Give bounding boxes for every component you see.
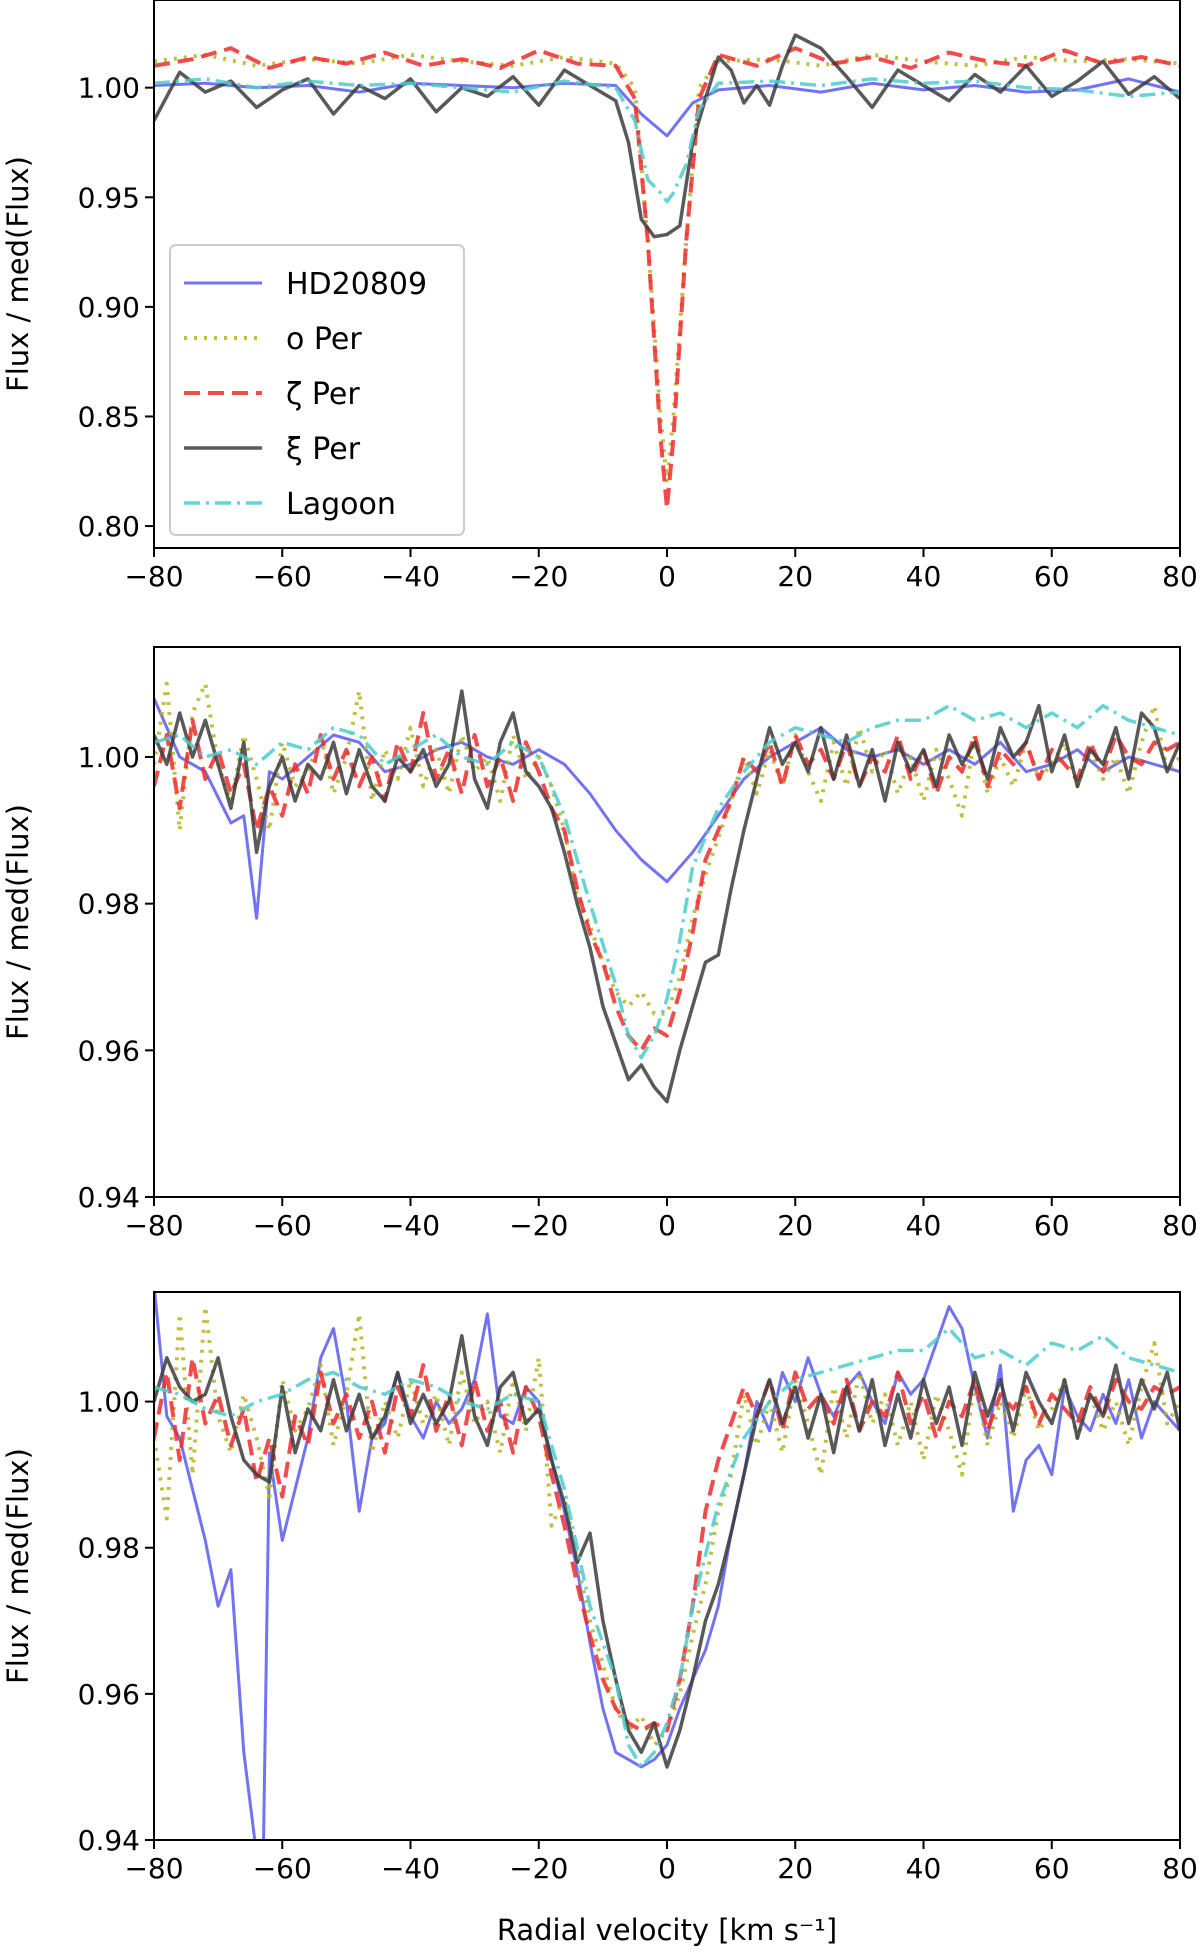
y-tick-label: 1.00: [78, 72, 140, 105]
series-line-lagoon: [154, 77, 1180, 204]
x-tick-label: −60: [253, 1209, 312, 1242]
y-tick-label: 0.95: [78, 181, 140, 214]
series-line-ξ-per: [154, 33, 1180, 239]
legend-label: Lagoon: [286, 487, 396, 522]
x-tick-label: 80: [1162, 1209, 1198, 1242]
y-tick-label: 0.90: [78, 291, 140, 324]
x-tick-label: 60: [1034, 1852, 1070, 1885]
y-axis-label: Flux / med(Flux): [1, 156, 35, 392]
y-tick-label: 1.00: [78, 741, 140, 774]
legend: HD20809 o Per ζ Per ξ Per Lagoon: [169, 244, 465, 536]
y-axis-label: Flux / med(Flux): [1, 804, 35, 1040]
series-line-ζ-per: [154, 46, 1180, 511]
x-tick-label: 20: [777, 1209, 813, 1242]
panel-1: −80 −60 −40 −20 0 20 40 60 80 0.80 0.85 0.90 0.95 1.0…: [1, 0, 1198, 593]
panel-2: −80 −60 −40 −20 0 20 40 60 80 0.94 0.96 0.98 1.00 Flu…: [1, 646, 1198, 1242]
x-tick-label: 80: [1162, 560, 1198, 593]
y-axis-label: Flux / med(Flux): [1, 1448, 35, 1684]
legend-label: ξ Per: [286, 432, 361, 467]
plot-frame: [153, 646, 1181, 1198]
legend-frame: [169, 244, 465, 536]
x-tick-label: 0: [658, 1852, 676, 1885]
series-line-ζ-per: [154, 711, 1180, 1053]
x-tick-label: −80: [124, 1209, 183, 1242]
x-tick-label: 60: [1034, 1209, 1070, 1242]
y-tick-label: 1.00: [78, 1386, 140, 1419]
y-tick-label: 0.85: [78, 400, 140, 433]
series-line-hd20809: [154, 697, 1180, 920]
series-line-lagoon: [154, 703, 1180, 1060]
y-tick-label: 0.94: [78, 1181, 140, 1214]
series-line-ζ-per: [154, 1355, 1180, 1733]
x-tick-label: 80: [1162, 1852, 1198, 1885]
x-tick-label: −40: [381, 1209, 440, 1242]
legend-label: HD20809: [286, 267, 427, 302]
x-tick-label: 40: [906, 1852, 942, 1885]
y-tick-label: 0.80: [78, 510, 140, 543]
series-group: [154, 1292, 1180, 1840]
series-group: [154, 681, 1180, 1104]
x-tick-label: −60: [253, 1852, 312, 1885]
y-tick-label: 0.98: [78, 888, 140, 921]
x-axis-label: Radial velocity [km s⁻¹]: [497, 1913, 837, 1947]
x-tick-label: 20: [777, 560, 813, 593]
x-tick-label: 60: [1034, 560, 1070, 593]
series-line-o-per: [154, 681, 1180, 1016]
series-line-hd20809: [154, 1292, 1180, 1840]
x-tick-label: 0: [658, 1209, 676, 1242]
series-line-lagoon: [154, 1326, 1180, 1769]
y-tick-label: 0.98: [78, 1532, 140, 1565]
legend-label: o Per: [286, 322, 362, 357]
y-tick-label: 0.96: [78, 1034, 140, 1067]
series-group: [154, 33, 1180, 511]
x-tick-label: −60: [253, 560, 312, 593]
x-tick-label: 40: [906, 560, 942, 593]
x-tick-label: 0: [658, 560, 676, 593]
x-tick-label: 40: [906, 1209, 942, 1242]
x-tick-label: −80: [124, 1852, 183, 1885]
x-tick-label: −40: [381, 1852, 440, 1885]
x-tick-label: −20: [509, 1209, 568, 1242]
x-tick-label: −40: [381, 560, 440, 593]
x-tick-label: −20: [509, 560, 568, 593]
y-tick-label: 0.94: [78, 1824, 140, 1857]
legend-label: ζ Per: [286, 377, 360, 412]
x-tick-label: −80: [124, 560, 183, 593]
x-tick-label: 20: [777, 1852, 813, 1885]
series-line-ξ-per: [154, 689, 1180, 1104]
series-line-ξ-per: [154, 1334, 1180, 1769]
y-tick-label: 0.96: [78, 1678, 140, 1711]
panel-3: −80 −60 −40 −20 0 20 40 60 80 0.94 0.96 0.98 1.00 Flu…: [1, 1291, 1198, 1947]
x-tick-label: −20: [509, 1852, 568, 1885]
